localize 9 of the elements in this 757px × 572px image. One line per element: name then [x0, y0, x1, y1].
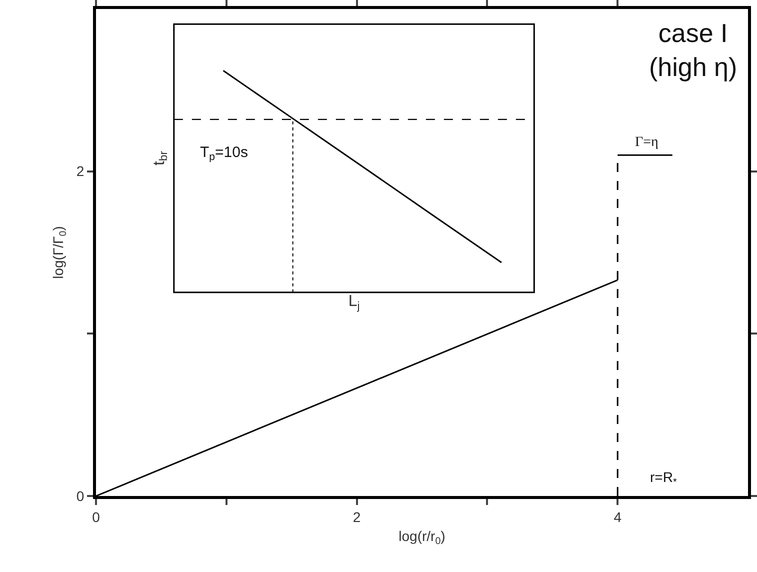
annotation: T$_{p}$=10s	[200, 144, 248, 164]
x-tick-label: 4	[614, 508, 622, 525]
x-axis-title: log(r/r$_{0}$)	[398, 528, 446, 548]
x-tick-label: 0	[92, 508, 100, 525]
x-tick-label: 2	[352, 508, 361, 525]
annotation: case I (high η)	[649, 18, 738, 82]
x-axis-title: L$_{j}$	[348, 293, 360, 312]
annotation: r=R$_{*}$	[650, 469, 677, 488]
annotation: Γ=η	[635, 135, 658, 150]
